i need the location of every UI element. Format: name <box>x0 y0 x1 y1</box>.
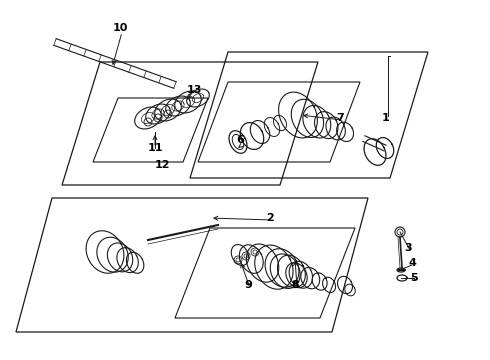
Text: 6: 6 <box>236 135 244 145</box>
Text: 4: 4 <box>408 258 416 268</box>
Text: 5: 5 <box>410 273 418 283</box>
Text: 8: 8 <box>291 280 299 290</box>
Text: 12: 12 <box>154 160 170 170</box>
Text: 3: 3 <box>404 243 412 253</box>
Text: 9: 9 <box>244 280 252 290</box>
Text: 1: 1 <box>382 113 390 123</box>
Text: 2: 2 <box>266 213 274 223</box>
Text: 13: 13 <box>186 85 202 95</box>
Text: 11: 11 <box>147 143 163 153</box>
Text: 7: 7 <box>336 113 344 123</box>
Text: 10: 10 <box>112 23 128 33</box>
